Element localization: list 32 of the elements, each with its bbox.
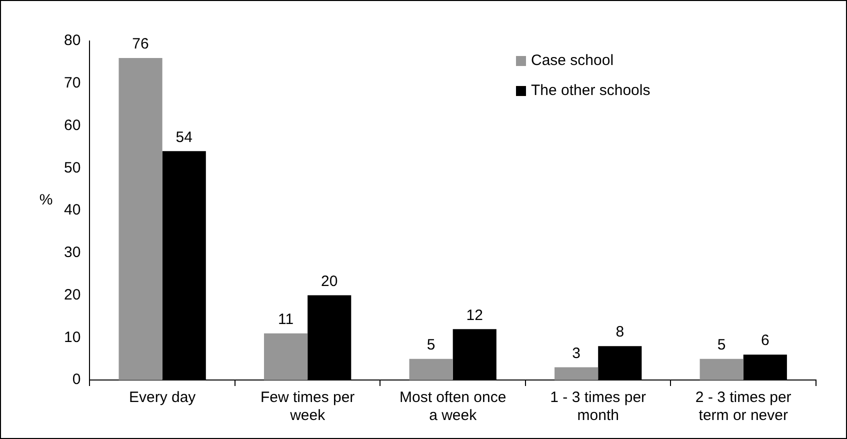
- y-tick-label: 70: [64, 74, 81, 92]
- y-axis-title: %: [39, 192, 53, 209]
- data-label: 76: [132, 36, 149, 53]
- legend-label: The other schools: [531, 82, 650, 100]
- y-tick-label: 80: [64, 32, 81, 50]
- bar: [700, 358, 744, 380]
- y-tick-label: 30: [64, 244, 81, 262]
- x-tick-label: Most often once a week: [399, 389, 506, 424]
- bar: [264, 333, 308, 380]
- y-tick-label: 60: [64, 116, 81, 134]
- data-label: 5: [426, 336, 436, 354]
- data-label: 11: [278, 311, 294, 328]
- y-tick-label: 10: [64, 328, 81, 346]
- legend-label: Case school: [531, 52, 614, 70]
- x-tick-label: 2 - 3 times per term or never: [695, 389, 792, 424]
- data-label: 20: [321, 272, 338, 290]
- y-tick-label: 40: [64, 202, 81, 219]
- data-label: 8: [616, 324, 624, 341]
- x-tick-label: Every day: [128, 389, 196, 406]
- data-label: 6: [760, 332, 770, 350]
- bar: [409, 358, 453, 380]
- x-tick-label: 1 - 3 times per month: [550, 389, 646, 424]
- data-label: 5: [717, 336, 726, 354]
- y-tick-label: 50: [64, 159, 81, 176]
- x-tick-label: Few times per week: [260, 389, 355, 424]
- data-label: 3: [572, 344, 580, 362]
- bar: [554, 367, 598, 380]
- data-label: 12: [466, 306, 483, 324]
- data-label: 54: [176, 128, 192, 146]
- y-tick-label: 20: [64, 286, 81, 304]
- y-tick-label: 0: [72, 371, 81, 388]
- bar: [118, 58, 162, 380]
